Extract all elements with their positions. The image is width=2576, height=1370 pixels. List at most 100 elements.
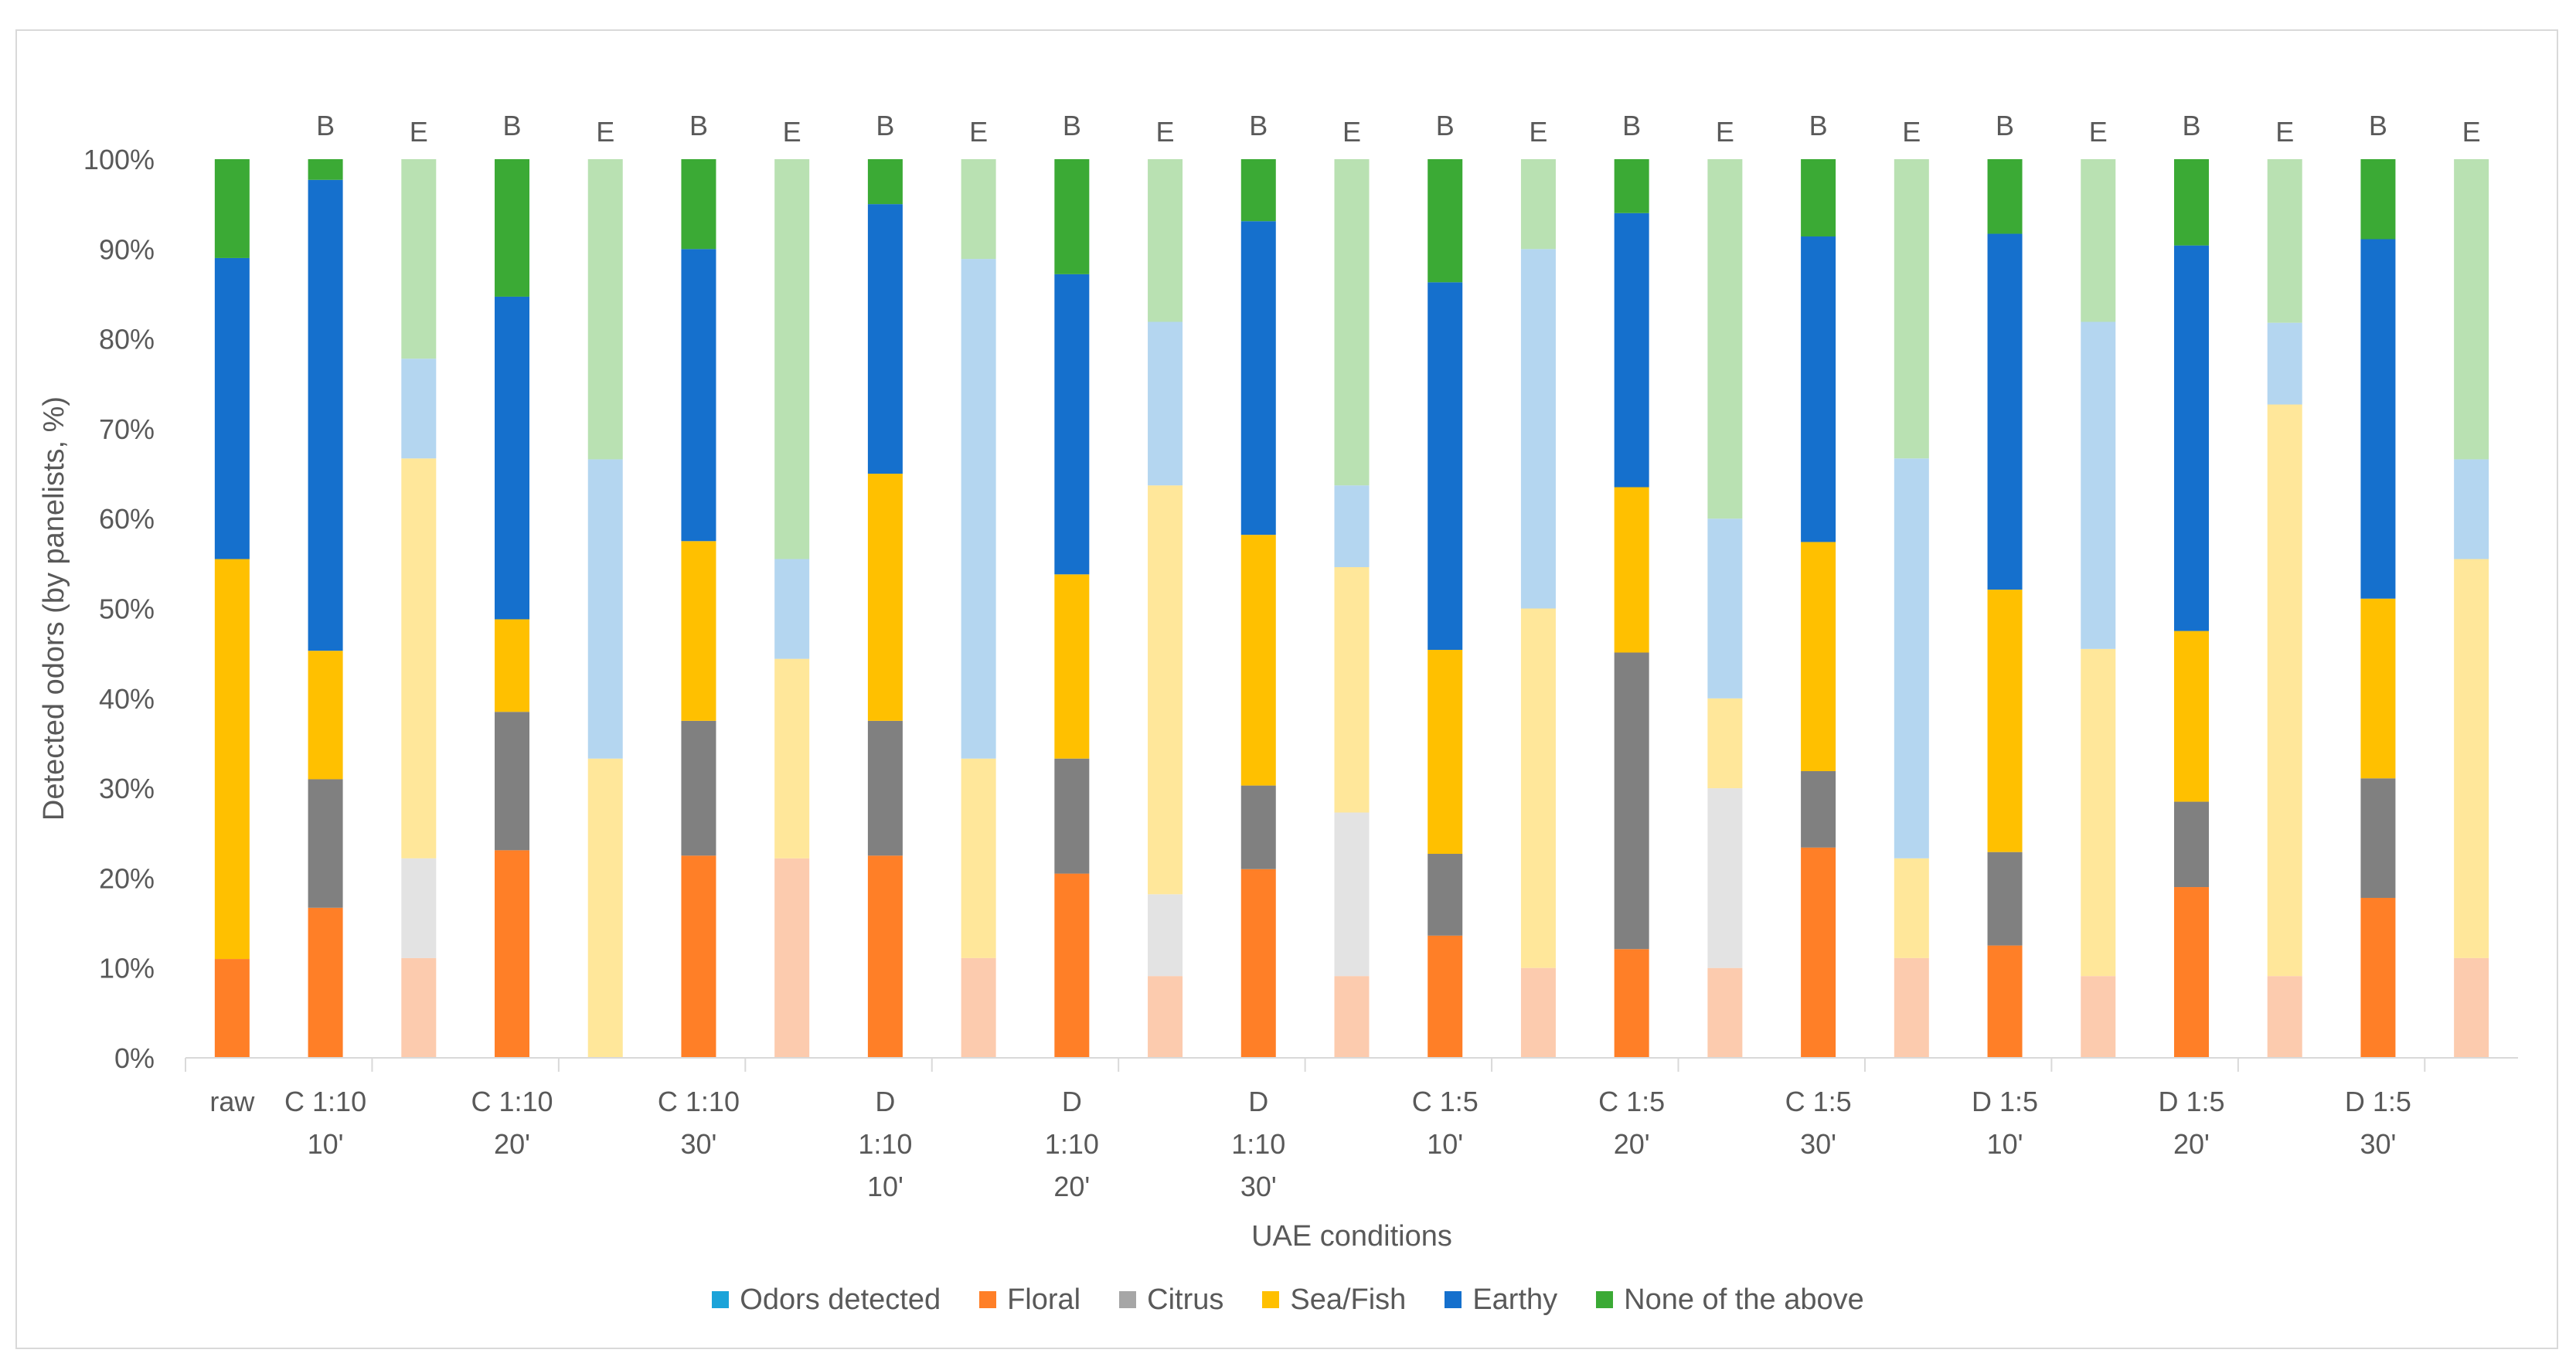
x-category-label: 1:10 [1231,1128,1285,1160]
bar-segment [1801,542,1836,772]
x-category-label: 30' [1240,1171,1277,1202]
legend-label: Earthy [1472,1283,1558,1316]
legend-item: None of the above [1596,1283,1864,1317]
bar-significance-label: B [316,110,335,141]
bar-segment [495,619,530,712]
bar-segment [681,249,716,542]
bar-segment [2360,239,2396,599]
bar-segment [1520,608,1556,968]
bar-segment [214,959,250,1058]
bar-segment [2454,957,2489,1058]
bar-segment [2360,897,2396,1058]
bar-segment [867,159,903,205]
bar-segment [681,855,716,1058]
x-category-label: D 1:5 [1972,1086,2038,1117]
bar-segment [1614,159,1649,213]
bar-significance-label: B [1436,110,1455,141]
bar-significance-label: B [1063,110,1081,141]
y-tick-label: 90% [99,233,155,265]
x-category-label: 30' [1800,1128,1836,1160]
bar-segment [2173,245,2209,631]
bar-segment [2454,159,2489,460]
bar-segment [2267,976,2302,1058]
bar-segment [2081,648,2116,977]
bar-segment [1520,249,1556,609]
y-tick-label: 100% [83,144,155,175]
x-category-label: 10' [1987,1128,2023,1160]
bar-segment [1428,159,1463,283]
bar-segment [774,658,810,858]
y-tick-label: 30% [99,773,155,804]
x-category-label: C 1:10 [284,1086,366,1117]
bar-segment [2081,159,2116,322]
bar-significance-label: E [1716,116,1734,148]
bar-segment [214,159,250,258]
bar-segment [495,712,530,851]
bar-segment [2267,159,2302,323]
x-category-label: D [875,1086,895,1117]
chart-frame [15,29,2558,1349]
bar-segment [1707,159,1743,519]
legend-swatch [1596,1291,1614,1308]
bar-segment [1801,847,1836,1058]
bar-significance-label: E [1342,116,1361,148]
bar-significance-label: E [2275,116,2294,148]
bar-segment [2081,321,2116,649]
bar-segment [401,159,437,359]
legend-label: None of the above [1624,1283,1864,1316]
bar-segment [214,257,250,559]
x-category-label: D [1248,1086,1268,1117]
bar-segment [1054,574,1090,759]
bar-significance-label: B [2369,110,2387,141]
bar-segment [1428,282,1463,650]
bar-significance-label: E [783,116,801,148]
legend-label: Citrus [1147,1283,1224,1316]
bar-segment [1054,274,1090,575]
y-tick-label: 70% [99,413,155,445]
bar-segment [401,957,437,1058]
bar-segment [1987,590,2023,852]
legend-swatch [1262,1291,1280,1308]
bar-segment [401,359,437,459]
bar-segment [1240,869,1276,1058]
bar-segment [587,159,623,460]
x-category-label: 20' [1053,1171,1090,1202]
bar-segment [2267,322,2302,405]
legend-swatch [979,1291,997,1308]
bar-segment [1428,649,1463,854]
bar-segment [1148,321,1183,486]
bar-segment [1614,949,1649,1058]
x-category-label: 20' [494,1128,530,1160]
bar-segment [401,458,437,858]
bar-segment [1054,758,1090,874]
bar-segment [1148,485,1183,895]
bar-segment [774,559,810,659]
bar-segment [1801,236,1836,542]
y-tick-label: 60% [99,503,155,535]
bar-segment [681,159,716,250]
bar-segment [961,259,996,759]
bar-segment [2360,598,2396,779]
bar-segment [1334,812,1370,977]
bar-segment [961,758,996,958]
bar-segment [1707,518,1743,699]
legend-label: Floral [1007,1283,1081,1316]
bar-segment [1148,894,1183,977]
bar-segment [867,720,903,856]
legend-label: Odors detected [740,1283,941,1316]
bar-segment [1707,698,1743,789]
bar-segment [495,850,530,1058]
bar-significance-label: B [1622,110,1641,141]
bar-segment [308,179,343,651]
bar-segment [495,296,530,620]
bar-segment [1428,935,1463,1058]
bar-significance-label: B [689,110,708,141]
x-category-label: 30' [680,1128,716,1160]
bar-segment [587,758,623,1058]
bar-segment [587,459,623,759]
legend-item: Citrus [1119,1283,1223,1317]
x-category-label: D 1:5 [2158,1086,2224,1117]
legend-swatch [1445,1291,1462,1308]
legend-swatch [712,1291,730,1308]
